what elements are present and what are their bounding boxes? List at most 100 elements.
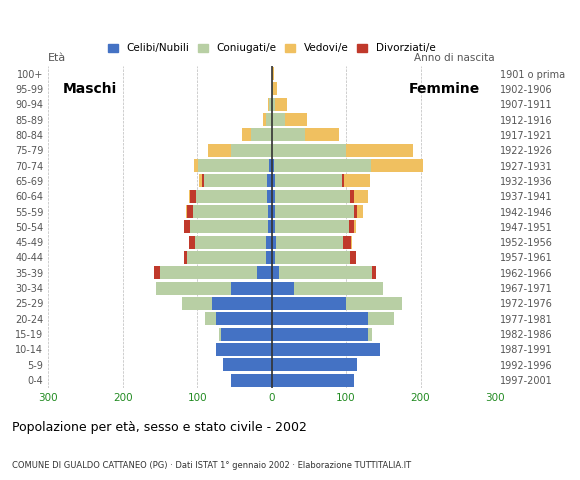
Bar bbox=[212, 297, 271, 310]
Bar bbox=[276, 98, 287, 111]
Bar bbox=[189, 190, 190, 203]
Bar bbox=[221, 327, 271, 341]
Bar bbox=[219, 327, 221, 341]
Bar bbox=[257, 266, 271, 279]
Bar bbox=[271, 312, 368, 325]
Bar bbox=[346, 144, 413, 157]
Bar bbox=[271, 236, 276, 249]
Bar bbox=[274, 220, 349, 233]
Bar bbox=[198, 159, 269, 172]
Bar bbox=[268, 220, 271, 233]
Bar bbox=[273, 83, 277, 96]
Bar bbox=[184, 220, 190, 233]
Bar bbox=[271, 266, 279, 279]
Text: Femmine: Femmine bbox=[409, 82, 480, 96]
Bar bbox=[266, 236, 271, 249]
Bar bbox=[242, 128, 251, 142]
Bar bbox=[372, 266, 376, 279]
Bar bbox=[276, 174, 342, 187]
Bar bbox=[231, 373, 271, 386]
Bar bbox=[271, 343, 379, 356]
Bar bbox=[271, 144, 346, 157]
Bar bbox=[271, 251, 275, 264]
Text: Anno di nascita: Anno di nascita bbox=[414, 53, 495, 63]
Bar bbox=[231, 282, 271, 295]
Bar bbox=[271, 128, 305, 142]
Bar bbox=[271, 174, 275, 187]
Bar bbox=[269, 98, 271, 111]
Bar bbox=[187, 205, 194, 218]
Legend: Celibi/Nubili, Coniugati/e, Vedovi/e, Divorziati/e: Celibi/Nubili, Coniugati/e, Vedovi/e, Di… bbox=[104, 39, 440, 57]
Bar bbox=[271, 373, 354, 386]
Bar bbox=[274, 159, 371, 172]
Bar bbox=[154, 266, 160, 279]
Bar bbox=[266, 113, 271, 126]
Bar bbox=[190, 190, 197, 203]
Bar bbox=[271, 190, 275, 203]
Bar bbox=[368, 312, 394, 325]
Bar bbox=[271, 282, 294, 295]
Bar bbox=[190, 220, 268, 233]
Bar bbox=[271, 220, 274, 233]
Bar bbox=[182, 297, 212, 310]
Bar bbox=[205, 312, 216, 325]
Bar bbox=[271, 83, 273, 96]
Bar bbox=[271, 113, 285, 126]
Text: Maschi: Maschi bbox=[63, 82, 117, 96]
Bar bbox=[186, 205, 187, 218]
Bar bbox=[354, 220, 356, 233]
Bar bbox=[266, 251, 271, 264]
Bar bbox=[350, 236, 352, 249]
Text: Popolazione per età, sesso e stato civile - 2002: Popolazione per età, sesso e stato civil… bbox=[12, 421, 306, 434]
Bar bbox=[271, 297, 346, 310]
Bar bbox=[160, 266, 257, 279]
Bar bbox=[285, 113, 307, 126]
Bar bbox=[263, 113, 266, 126]
Bar bbox=[208, 144, 231, 157]
Bar bbox=[279, 266, 372, 279]
Bar bbox=[187, 251, 266, 264]
Bar bbox=[271, 67, 274, 80]
Bar bbox=[354, 205, 357, 218]
Bar bbox=[305, 128, 339, 142]
Bar bbox=[271, 327, 368, 341]
Bar bbox=[294, 282, 383, 295]
Bar bbox=[189, 236, 195, 249]
Bar bbox=[276, 236, 343, 249]
Bar bbox=[251, 128, 271, 142]
Bar bbox=[350, 190, 354, 203]
Bar bbox=[268, 205, 271, 218]
Bar bbox=[216, 343, 271, 356]
Bar bbox=[354, 190, 368, 203]
Bar bbox=[271, 358, 357, 371]
Bar bbox=[195, 236, 266, 249]
Text: Età: Età bbox=[48, 53, 67, 63]
Bar bbox=[271, 159, 274, 172]
Bar bbox=[271, 98, 275, 111]
Bar bbox=[349, 220, 354, 233]
Bar bbox=[346, 297, 402, 310]
Bar bbox=[194, 159, 198, 172]
Bar bbox=[276, 205, 354, 218]
Bar bbox=[343, 236, 350, 249]
Bar bbox=[267, 190, 271, 203]
Bar bbox=[271, 205, 275, 218]
Bar bbox=[350, 251, 356, 264]
Bar bbox=[357, 205, 363, 218]
Bar bbox=[371, 159, 423, 172]
Text: COMUNE DI GUALDO CATTANEO (PG) · Dati ISTAT 1° gennaio 2002 · Elaborazione TUTTI: COMUNE DI GUALDO CATTANEO (PG) · Dati IS… bbox=[12, 461, 411, 470]
Bar bbox=[276, 251, 350, 264]
Bar bbox=[267, 174, 271, 187]
Bar bbox=[342, 174, 344, 187]
Bar bbox=[269, 159, 271, 172]
Bar bbox=[194, 205, 268, 218]
Bar bbox=[156, 282, 231, 295]
Bar bbox=[223, 358, 271, 371]
Bar bbox=[202, 174, 204, 187]
Bar bbox=[276, 190, 350, 203]
Bar bbox=[197, 190, 267, 203]
Bar bbox=[368, 327, 372, 341]
Bar bbox=[204, 174, 267, 187]
Bar bbox=[268, 98, 269, 111]
Bar bbox=[216, 312, 271, 325]
